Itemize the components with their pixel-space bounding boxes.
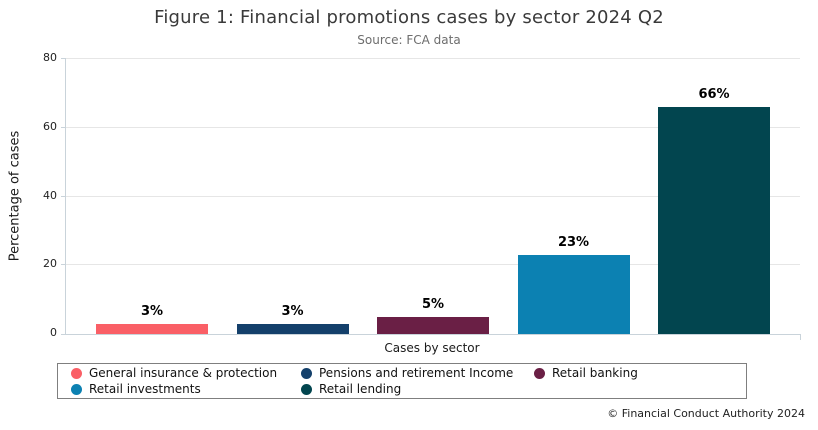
y-tick-label-20: 20 [43, 257, 57, 271]
legend-marker-icon [71, 383, 82, 395]
y-tick-80 [61, 58, 66, 59]
bar-value-label: 23% [557, 235, 590, 250]
gridline-80 [66, 58, 800, 59]
legend-label: Retail investments [89, 382, 201, 396]
legend-item-pensions-and-retirement-income: Pensions and retirement Income [301, 366, 534, 380]
legend-marker-icon [534, 367, 545, 379]
gridline-60 [66, 126, 800, 128]
legend-item-retail-banking: Retail banking [534, 366, 746, 380]
gridline-40 [66, 195, 800, 197]
legend-marker-icon [301, 367, 312, 379]
bar-value-label: 3% [140, 304, 164, 319]
y-tick-label-0: 0 [50, 326, 57, 339]
y-tick-0 [61, 334, 66, 335]
legend-label: Retail lending [319, 382, 402, 396]
y-tick-label-40: 40 [43, 188, 57, 202]
copyright-notice: © Financial Conduct Authority 2024 [607, 407, 805, 420]
legend-item-general-insurance-protection: General insurance & protection [71, 366, 301, 380]
bar-pensions-and-retirement-income [236, 324, 349, 334]
x-axis-label: Cases by sector [384, 341, 480, 355]
legend-marker-icon [301, 383, 312, 395]
bar-general-insurance-protection [96, 324, 208, 334]
legend-marker-icon [71, 367, 82, 379]
y-tick-60 [61, 126, 66, 128]
plot-area: 0 20 40 60 80 3% 3% 5% 23% 66% [43, 51, 801, 340]
y-tick-label-60: 60 [43, 119, 57, 133]
legend: General insurance & protection Pensions a… [57, 363, 747, 399]
y-tick-40 [61, 195, 66, 197]
legend-label: General insurance & protection [89, 366, 278, 380]
bar-retail-investments [517, 255, 630, 334]
y-tick-label-80: 80 [43, 51, 57, 64]
legend-label: Retail banking [552, 366, 638, 380]
bar-retail-banking [377, 317, 489, 334]
bar-retail-lending [658, 107, 770, 334]
bar-value-label: 5% [421, 297, 445, 312]
legend-label: Pensions and retirement Income [319, 366, 514, 380]
y-tick-20 [61, 264, 66, 266]
chart-title: Figure 1: Financial promotions cases by … [154, 7, 664, 28]
bar-value-label: 3% [281, 304, 304, 319]
legend-item-retail-lending: Retail lending [301, 382, 534, 396]
chart-subtitle: Source: FCA data [357, 33, 461, 47]
bar-value-label: 66% [698, 87, 730, 102]
gridline-20 [66, 264, 800, 266]
legend-item-retail-investments: Retail investments [71, 382, 301, 396]
x-axis-end-tick [800, 334, 801, 340]
